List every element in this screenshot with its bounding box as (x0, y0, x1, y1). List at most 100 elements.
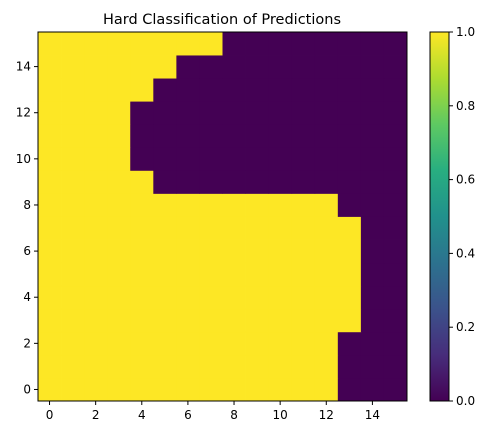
heatmap-cell (222, 193, 246, 217)
heatmap-cell (176, 32, 200, 56)
heatmap-cell (84, 377, 108, 402)
heatmap-cell (61, 285, 85, 310)
heatmap-cell (360, 308, 385, 333)
heatmap-cell (199, 239, 223, 264)
heatmap-cell (107, 308, 131, 333)
heatmap-cell (291, 32, 316, 56)
heatmap-cell (337, 285, 362, 310)
heatmap-cell (337, 101, 362, 125)
heatmap-cell (245, 308, 270, 333)
heatmap-cell (130, 354, 154, 379)
heatmap-cell (245, 170, 270, 194)
heatmap-cell (291, 55, 316, 79)
x-tick-label: 6 (184, 408, 192, 422)
heatmap-cell (337, 193, 362, 217)
heatmap-cell (38, 239, 62, 264)
heatmap-cell (107, 216, 131, 240)
heatmap-cell (268, 308, 293, 333)
x-tick-label: 8 (230, 408, 238, 422)
heatmap-cell (314, 216, 339, 240)
heatmap-cell (383, 331, 408, 356)
heatmap-cell (337, 377, 362, 402)
heatmap-cell (38, 262, 62, 287)
heatmap-cell (153, 147, 177, 171)
colorbar-tick-label: 0.0 (456, 394, 475, 408)
heatmap-cell (130, 101, 154, 125)
heatmap-cell (61, 239, 85, 264)
y-tick-label: 8 (23, 198, 31, 212)
heatmap-cell (314, 285, 339, 310)
heatmap-cell (268, 331, 293, 356)
heatmap-cell (291, 147, 316, 171)
heatmap-cell (199, 331, 223, 356)
heatmap-cell (383, 285, 408, 310)
heatmap-cell (314, 239, 339, 264)
heatmap-cell (130, 147, 154, 171)
heatmap-cell (245, 101, 270, 125)
heatmap-cell (61, 55, 85, 79)
heatmap-cell (383, 101, 408, 125)
heatmap-cell (153, 331, 177, 356)
heatmap-cell (360, 55, 385, 79)
x-tick-label: 10 (273, 408, 288, 422)
heatmap-cell (84, 124, 108, 148)
x-tick-label: 14 (365, 408, 380, 422)
heatmap-cell (222, 32, 246, 56)
heatmap-cell (176, 124, 200, 148)
heatmap-cell (176, 354, 200, 379)
heatmap-cell (245, 262, 270, 287)
heatmap-cell (245, 32, 270, 56)
heatmap-cell (291, 239, 316, 264)
heatmap-cell (130, 331, 154, 356)
heatmap-cell (107, 32, 131, 56)
heatmap-cell (153, 377, 177, 402)
heatmap-cell (61, 262, 85, 287)
heatmap-cell (38, 124, 62, 148)
heatmap-cell (314, 101, 339, 125)
heatmap-cell (107, 193, 131, 217)
heatmap-cell (84, 55, 108, 79)
heatmap-cell (61, 354, 85, 379)
heatmap-cell (107, 331, 131, 356)
heatmap-cell (314, 193, 339, 217)
heatmap-cell (84, 308, 108, 333)
heatmap-cell (176, 101, 200, 125)
heatmap-cell (153, 78, 177, 102)
y-tick-label: 14 (16, 60, 31, 74)
heatmap-cell (84, 32, 108, 56)
heatmap-cell (153, 193, 177, 217)
heatmap-cell (268, 377, 293, 402)
heatmap-cell (130, 239, 154, 264)
heatmap-cell (268, 285, 293, 310)
heatmap-cell (360, 377, 385, 402)
heatmap-cell (38, 55, 62, 79)
heatmap-cell (199, 55, 223, 79)
heatmap-cell (383, 124, 408, 148)
heatmap-cell (268, 170, 293, 194)
heatmap-cell (222, 55, 246, 79)
heatmap-cell (199, 285, 223, 310)
heatmap-cell (291, 377, 316, 402)
heatmap-cell (360, 193, 385, 217)
heatmap-cell (61, 147, 85, 171)
heatmap-cell (107, 55, 131, 79)
y-tick-label: 12 (16, 106, 31, 120)
heatmap-cell (61, 216, 85, 240)
heatmap-cell (176, 55, 200, 79)
heatmap-cell (61, 193, 85, 217)
heatmap-cell (176, 308, 200, 333)
heatmap-cell (291, 308, 316, 333)
heatmap-cell (153, 101, 177, 125)
heatmap-cell (61, 101, 85, 125)
heatmap-cell (314, 331, 339, 356)
heatmap-cell (176, 239, 200, 264)
heatmap-cell (314, 354, 339, 379)
heatmap-cell (291, 193, 316, 217)
heatmap-cell (199, 193, 223, 217)
heatmap-cell (268, 239, 293, 264)
heatmap-cell (222, 262, 246, 287)
heatmap-cell (222, 308, 246, 333)
heatmap-cell (222, 216, 246, 240)
heatmap-cells (38, 32, 408, 402)
heatmap-cell (245, 239, 270, 264)
